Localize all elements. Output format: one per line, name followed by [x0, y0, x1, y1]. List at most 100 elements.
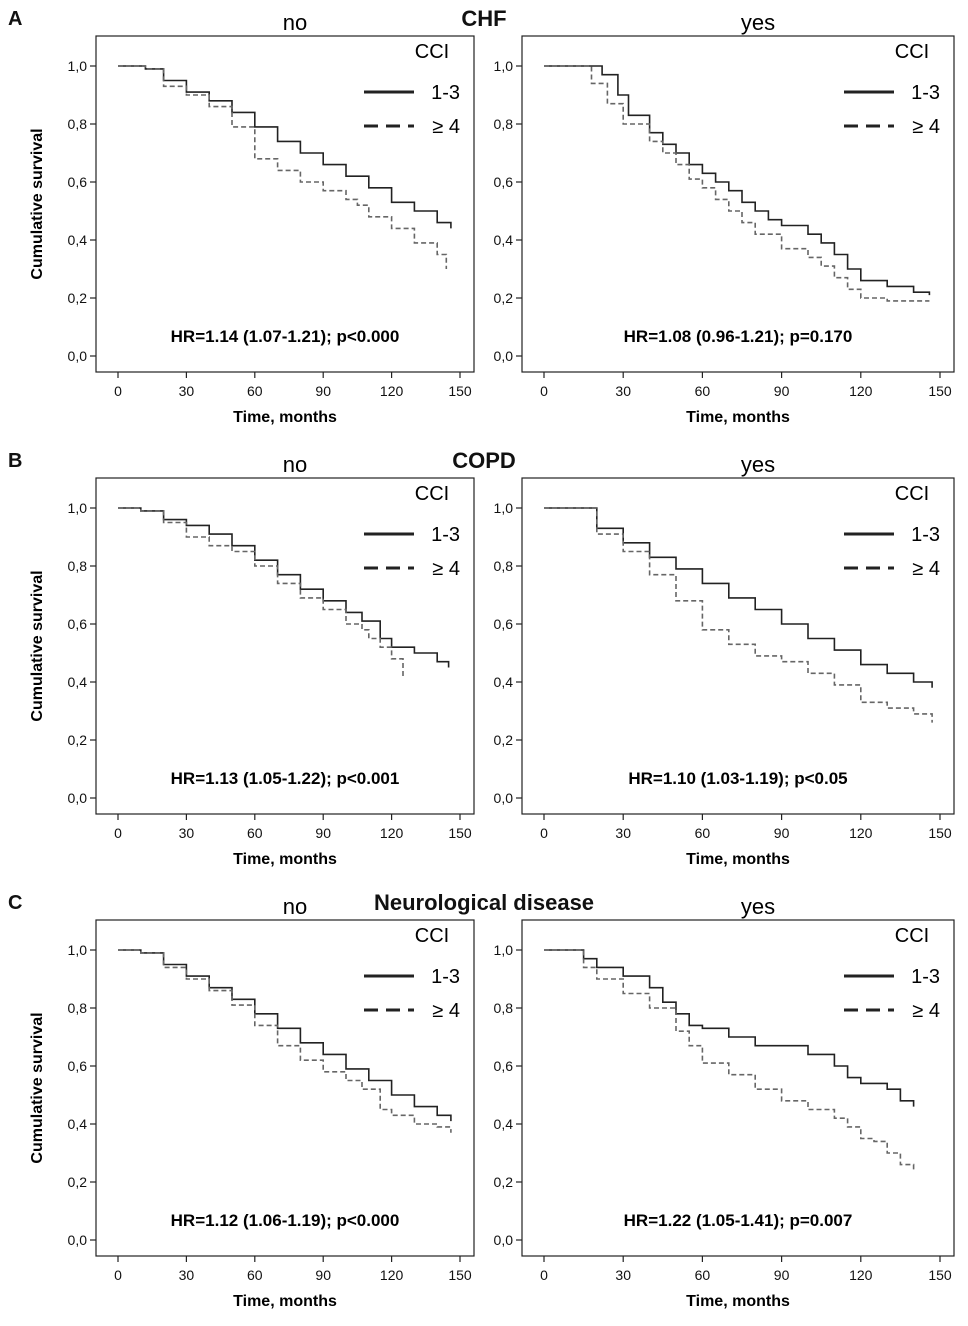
legend-title: CCI	[895, 483, 929, 505]
chart-panel: 0,0 0,2 0,4 0,6 0,8 1,0 0 30 60 90 120 150 CCI 1-3 ≥ 4…	[484, 884, 968, 1326]
y-tick-label: 0,8	[68, 1000, 88, 1016]
hazard-ratio-annotation: HR=1.08 (0.96-1.21); p=0.170	[624, 327, 853, 346]
x-tick-label: 0	[114, 383, 122, 399]
x-axis-label: Time, months	[686, 1293, 790, 1310]
y-tick-label: 0,4	[494, 674, 514, 690]
legend-label: 1-3	[431, 966, 460, 988]
y-tick-label: 0,2	[68, 1174, 88, 1190]
chart-panel: 0,0 0,2 0,4 0,6 0,8 1,0 0 30 60 90 120 150 CCI 1-3 ≥ 4…	[0, 0, 484, 442]
series-line-cci-1-3	[118, 65, 452, 229]
y-tick-label: 0,0	[68, 790, 88, 806]
x-tick-label: 60	[247, 1267, 263, 1283]
x-tick-label: 150	[448, 1267, 472, 1283]
chart-panel: 0,0 0,2 0,4 0,6 0,8 1,0 0 30 60 90 120 150 CCI 1-3 ≥ 4…	[0, 442, 484, 884]
y-tick-label: 0,4	[494, 232, 514, 248]
hazard-ratio-annotation: HR=1.12 (1.06-1.19); p<0.000	[171, 1211, 400, 1230]
legend-title: CCI	[895, 925, 929, 947]
subgroup-label: no	[283, 894, 307, 919]
y-tick-label: 0,8	[68, 558, 88, 574]
figure-row-a: A CHF 0,0 0,2 0,4 0,6 0,8 1,0 0 30 60 90 120 150 CCI…	[0, 0, 968, 442]
hazard-ratio-annotation: HR=1.13 (1.05-1.22); p<0.001	[171, 769, 400, 788]
legend-label: ≥ 4	[912, 558, 940, 580]
series-line-cci-ge4	[118, 65, 448, 269]
y-tick-label: 0,2	[494, 732, 514, 748]
x-tick-label: 60	[695, 825, 711, 841]
y-tick-label: 0,4	[68, 232, 88, 248]
hazard-ratio-annotation: HR=1.10 (1.03-1.19); p<0.05	[628, 769, 847, 788]
y-tick-label: 0,2	[494, 290, 514, 306]
y-tick-label: 0,4	[494, 1116, 514, 1132]
x-tick-label: 30	[615, 825, 631, 841]
y-tick-label: 1,0	[494, 500, 514, 516]
subgroup-label: no	[283, 10, 307, 35]
subgroup-label: yes	[741, 10, 775, 35]
x-axis-label: Time, months	[233, 851, 337, 868]
hazard-ratio-annotation: HR=1.22 (1.05-1.41); p=0.007	[624, 1211, 853, 1230]
x-tick-label: 90	[315, 383, 331, 399]
group-title: COPD	[452, 448, 516, 473]
x-tick-label: 120	[380, 825, 404, 841]
y-tick-label: 0,8	[494, 116, 514, 132]
x-tick-label: 0	[114, 1267, 122, 1283]
y-tick-label: 0,6	[68, 1058, 88, 1074]
group-title: Neurological disease	[373, 890, 595, 915]
x-tick-label: 30	[179, 1267, 195, 1283]
chart-panel: 0,0 0,2 0,4 0,6 0,8 1,0 0 30 60 90 120 150 CCI 1-3 ≥ 4…	[0, 884, 484, 1326]
legend-label: ≥ 4	[912, 1000, 940, 1022]
x-tick-label: 60	[695, 1267, 711, 1283]
series-line-cci-1-3	[544, 949, 915, 1107]
y-tick-label: 0,0	[68, 348, 88, 364]
legend-label: ≥ 4	[912, 116, 940, 138]
x-tick-label: 60	[247, 383, 263, 399]
legend-label: ≥ 4	[432, 1000, 460, 1022]
y-tick-label: 0,0	[494, 1232, 514, 1248]
y-tick-label: 1,0	[494, 942, 514, 958]
x-axis-label: Time, months	[233, 1293, 337, 1310]
survival-plot: 0,0 0,2 0,4 0,6 0,8 1,0 0 30 60 90 120 150 CCI 1-3 ≥ 4…	[494, 894, 955, 1310]
x-tick-label: 0	[540, 1267, 548, 1283]
legend-title: CCI	[415, 925, 449, 947]
figure-row-b: B COPD 0,0 0,2 0,4 0,6 0,8 1,0 0 30 60 90 120 150 CC…	[0, 442, 968, 884]
y-tick-label: 0,8	[68, 116, 88, 132]
x-tick-label: 150	[928, 383, 952, 399]
row-letter: A	[8, 8, 23, 30]
x-axis-label: Time, months	[686, 409, 790, 426]
legend-label: 1-3	[431, 524, 460, 546]
plot-frame	[521, 919, 955, 1257]
legend-title: CCI	[415, 483, 449, 505]
x-tick-label: 0	[540, 825, 548, 841]
figure-row-c: C Neurological disease 0,0 0,2 0,4 0,6 0,8 1,…	[0, 884, 968, 1326]
series-line-cci-1-3	[544, 507, 933, 688]
subgroup-label: no	[283, 452, 307, 477]
x-tick-label: 0	[540, 383, 548, 399]
x-tick-label: 30	[179, 383, 195, 399]
x-tick-label: 150	[928, 825, 952, 841]
y-tick-label: 0,6	[68, 616, 88, 632]
x-tick-label: 90	[774, 1267, 790, 1283]
y-axis-label: Cumulative survival	[29, 570, 46, 721]
plot-frame	[521, 35, 955, 373]
y-tick-label: 0,6	[494, 616, 514, 632]
plot-frame	[521, 477, 955, 815]
x-tick-label: 120	[380, 1267, 404, 1283]
y-axis-label: Cumulative survival	[29, 1012, 46, 1163]
series-line-cci-ge4	[544, 507, 933, 723]
y-tick-label: 1,0	[494, 58, 514, 74]
x-tick-label: 60	[695, 383, 711, 399]
survival-plot: 0,0 0,2 0,4 0,6 0,8 1,0 0 30 60 90 120 150 CCI 1-3 ≥ 4…	[29, 452, 475, 868]
x-axis-label: Time, months	[686, 851, 790, 868]
x-tick-label: 150	[448, 383, 472, 399]
subgroup-label: yes	[741, 452, 775, 477]
legend-title: CCI	[895, 41, 929, 63]
row-letter: B	[8, 450, 23, 472]
x-tick-label: 120	[849, 1267, 873, 1283]
series-line-cci-1-3	[544, 65, 931, 296]
y-tick-label: 0,8	[494, 1000, 514, 1016]
group-title: CHF	[461, 6, 507, 31]
x-tick-label: 120	[380, 383, 404, 399]
plot-frame	[95, 35, 475, 373]
y-tick-label: 0,4	[68, 1116, 88, 1132]
survival-plot: 0,0 0,2 0,4 0,6 0,8 1,0 0 30 60 90 120 150 CCI 1-3 ≥ 4…	[494, 10, 955, 426]
y-tick-label: 1,0	[68, 500, 88, 516]
y-tick-label: 0,2	[68, 290, 88, 306]
